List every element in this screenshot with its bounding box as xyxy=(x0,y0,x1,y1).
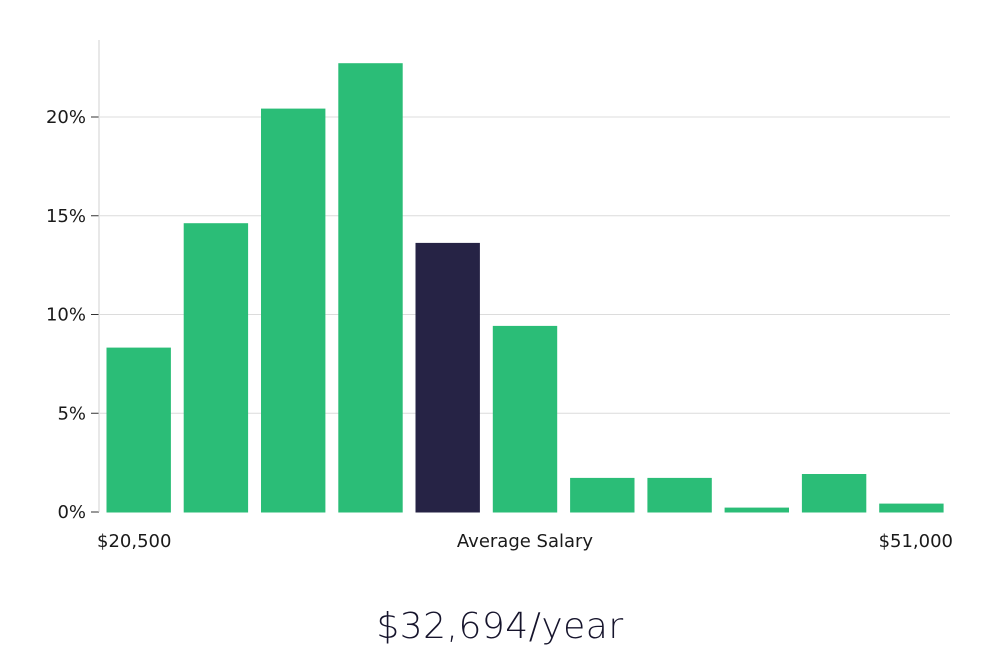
x-label-max: $51,000 xyxy=(879,531,953,552)
bar xyxy=(647,477,712,513)
x-label-min: $20,500 xyxy=(97,531,171,552)
y-tick-label: 20% xyxy=(46,107,86,128)
y-tick-label: 5% xyxy=(57,403,86,424)
bar xyxy=(879,503,944,513)
bar xyxy=(183,223,249,513)
bars xyxy=(106,63,944,513)
bar xyxy=(338,63,403,513)
bar xyxy=(492,325,558,513)
y-tick-label: 15% xyxy=(46,206,86,227)
bar xyxy=(724,507,789,513)
bar xyxy=(261,108,326,513)
bar xyxy=(801,474,867,513)
bar xyxy=(570,477,635,513)
salary-histogram: 0% 5% 10% 15% 20% $20,500 Average Salary $51… xyxy=(46,40,953,552)
bar xyxy=(106,347,171,513)
y-tick-label: 10% xyxy=(46,305,86,326)
x-label-average: Average Salary xyxy=(457,531,594,552)
average-salary-value: $32,694/year xyxy=(376,606,624,647)
bar-average xyxy=(415,242,480,513)
y-tick-labels: 0% 5% 10% 15% 20% xyxy=(46,107,86,523)
y-tick-label: 0% xyxy=(57,502,86,523)
